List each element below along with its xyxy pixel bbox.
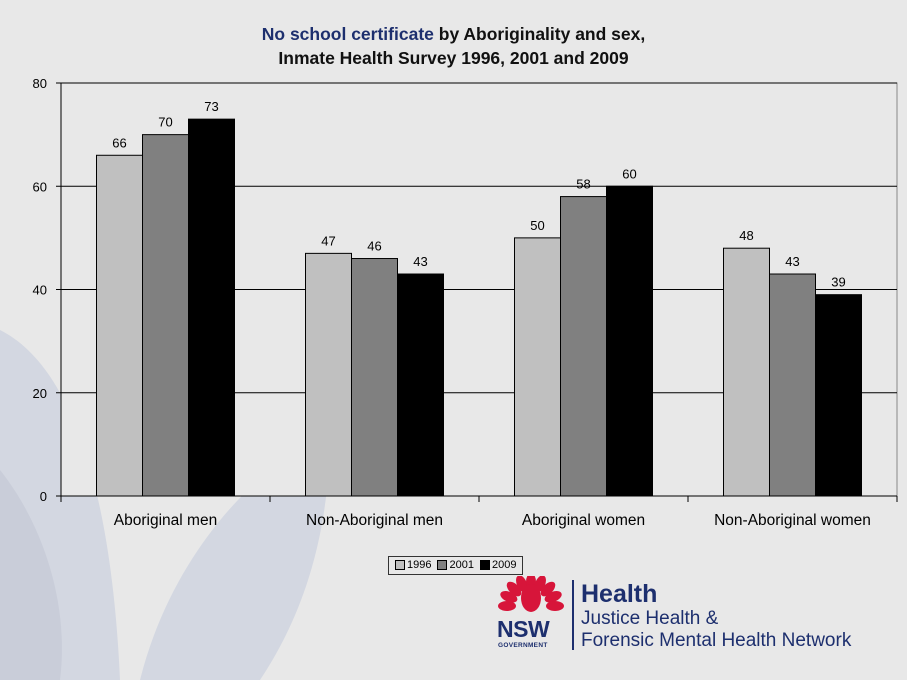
bar-2001 [560, 196, 607, 497]
title-highlight: No school certificate [261, 24, 434, 44]
bar-2001 [142, 134, 189, 497]
legend-swatch [479, 560, 490, 570]
logo-network-line1: Justice Health & [581, 608, 719, 629]
logo-divider [572, 580, 574, 650]
nsw-health-logo: NSW GOVERNMENT Health Justice Health & F… [495, 576, 885, 656]
y-tick-label: 0 [40, 489, 47, 504]
data-label: 48 [739, 228, 753, 243]
data-label: 47 [321, 233, 335, 248]
data-label: 66 [112, 135, 126, 150]
data-label: 70 [158, 115, 172, 130]
y-tick-label: 80 [33, 76, 47, 91]
data-label: 60 [622, 166, 636, 181]
bar-2009 [606, 185, 653, 497]
data-label: 73 [204, 99, 218, 114]
logo-network-line2: Forensic Mental Health Network [581, 630, 852, 651]
legend-label: 2009 [491, 559, 517, 571]
bar-2001 [351, 258, 398, 497]
y-tick-label: 40 [33, 283, 47, 298]
waratah-center [521, 584, 541, 612]
bar-1996 [305, 252, 352, 497]
legend-item: 2001 [437, 559, 474, 571]
data-label: 43 [413, 254, 427, 269]
legend-swatch [437, 560, 448, 570]
waratah-petal [498, 601, 516, 611]
title-rest: by Aboriginality and sex, [433, 24, 646, 44]
waratah-icon [498, 576, 564, 612]
y-tick-label: 20 [33, 386, 47, 401]
legend-item: 1996 [395, 559, 431, 571]
bar-2009 [397, 273, 444, 497]
data-label: 39 [831, 275, 845, 290]
legend-item: 2009 [479, 559, 517, 571]
x-category-label: Non-Aboriginal women [714, 512, 871, 529]
logo-health: Health [581, 580, 658, 608]
x-category-label: Aboriginal women [522, 512, 645, 529]
chart-legend: 1996 2001 2009 [388, 556, 524, 575]
bar-2009 [188, 118, 235, 497]
data-label: 58 [576, 177, 590, 192]
y-tick-label: 60 [33, 179, 47, 194]
nsw-government-text: GOVERNMENT [498, 642, 548, 649]
waratah-petal [540, 581, 556, 597]
bar-2001 [769, 273, 816, 497]
legend-swatch [395, 560, 405, 570]
legend-label: 2001 [449, 559, 474, 571]
waratah-petal [544, 591, 562, 603]
title-line2: Inmate Health Survey 1996, 2001 and 2009 [278, 48, 629, 68]
bar-1996 [723, 247, 770, 497]
bar-1996 [514, 237, 561, 497]
x-category-label: Non-Aboriginal men [306, 512, 443, 529]
x-category-label: Aboriginal men [114, 512, 217, 529]
bar-2009 [815, 294, 862, 497]
waratah-petal [546, 601, 564, 611]
data-label: 46 [367, 239, 381, 254]
waratah-petal [506, 581, 522, 597]
legend-label: 1996 [407, 559, 432, 571]
chart-title: No school certificate by Aboriginality a… [0, 22, 907, 70]
bar-1996 [96, 154, 143, 497]
data-label: 43 [785, 254, 799, 269]
data-label: 50 [530, 218, 544, 233]
nsw-wordmark: NSW [497, 616, 550, 642]
logo-text: Health Justice Health & Forensic Mental … [581, 580, 851, 652]
